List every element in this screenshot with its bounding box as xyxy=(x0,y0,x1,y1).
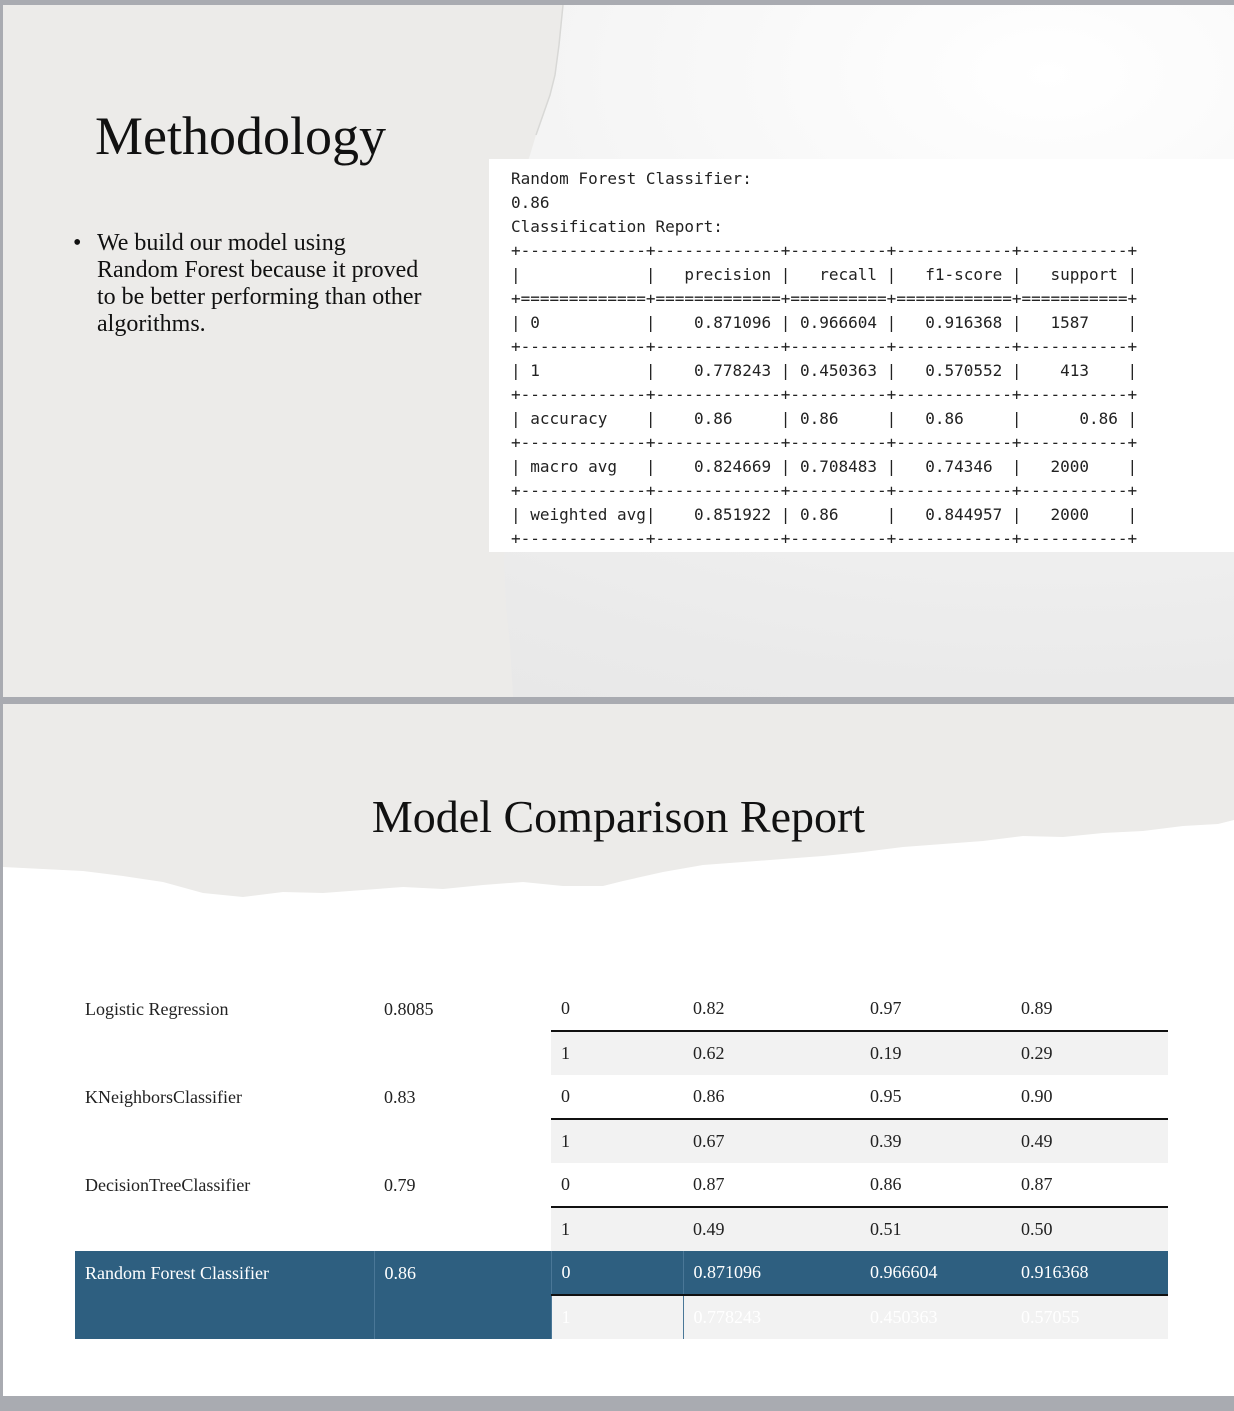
f1-score-cell: 0.90 xyxy=(1011,1075,1168,1120)
precision-cell: 0.49 xyxy=(683,1207,860,1251)
recall-cell: 0.51 xyxy=(860,1207,1011,1251)
model-name-cell: KNeighborsClassifier xyxy=(85,1086,242,1107)
class-cell: 1 xyxy=(551,1207,683,1251)
model-comparison-slide: Model Comparison Report Logistic Regress… xyxy=(3,704,1234,1396)
table-row: 1 0.778243 0.450363 0.57055 xyxy=(75,1295,1168,1339)
accuracy-cell: 0.79 xyxy=(384,1174,416,1195)
class-cell: 0 xyxy=(551,987,683,1032)
precision-cell: 0.871096 xyxy=(683,1251,860,1296)
precision-cell: 0.87 xyxy=(683,1163,860,1208)
class-cell: 1 xyxy=(551,1295,684,1339)
precision-cell: 0.82 xyxy=(683,987,860,1032)
recall-cell: 0.86 xyxy=(860,1163,1011,1208)
table-row: KNeighborsClassifier 0.83 0 0.86 0.95 0.90 xyxy=(75,1075,1168,1120)
f1-score-cell: 0.87 xyxy=(1011,1163,1168,1208)
model-name-cell: DecisionTreeClassifier xyxy=(85,1174,251,1195)
class-cell: 1 xyxy=(551,1119,683,1163)
model-comparison-table: Logistic Regression 0.8085 0 0.82 0.97 0.89 1 0… xyxy=(75,987,1168,1339)
f1-score-cell: 0.49 xyxy=(1011,1119,1168,1163)
model-name-cell xyxy=(75,1031,374,1075)
slide-title: Methodology xyxy=(95,106,386,166)
model-name-cell xyxy=(75,1119,374,1163)
f1-score-cell: 0.57055 xyxy=(1011,1295,1168,1339)
table-row: 1 0.62 0.19 0.29 xyxy=(75,1031,1168,1075)
accuracy-cell xyxy=(374,1031,551,1075)
model-name-cell: Logistic Regression xyxy=(85,998,229,1019)
class-cell: 0 xyxy=(551,1251,684,1296)
recall-cell: 0.966604 xyxy=(860,1251,1011,1296)
f1-score-cell: 0.89 xyxy=(1011,987,1168,1032)
f1-score-cell: 0.916368 xyxy=(1011,1251,1168,1296)
table-row: 1 0.49 0.51 0.50 xyxy=(75,1207,1168,1251)
classification-report-output: Random Forest Classifier: 0.86 Classific… xyxy=(489,159,1234,552)
table-row: Logistic Regression 0.8085 0 0.82 0.97 0.89 xyxy=(75,987,1168,1032)
precision-cell: 0.86 xyxy=(683,1075,860,1120)
accuracy-cell: 0.8085 xyxy=(384,998,434,1019)
precision-cell: 0.778243 xyxy=(683,1295,860,1339)
accuracy-cell xyxy=(374,1119,551,1163)
console-text: Random Forest Classifier: 0.86 Classific… xyxy=(511,169,1138,548)
recall-cell: 0.95 xyxy=(860,1075,1011,1120)
slide-title: Model Comparison Report xyxy=(371,791,866,842)
accuracy-cell: 0.86 xyxy=(374,1251,552,1295)
torn-paper-header-shape xyxy=(3,704,1234,897)
model-name-cell xyxy=(75,1295,375,1339)
class-cell: 1 xyxy=(551,1031,683,1075)
f1-score-cell: 0.50 xyxy=(1011,1207,1168,1251)
recall-cell: 0.19 xyxy=(860,1031,1011,1075)
accuracy-cell xyxy=(374,1295,552,1339)
class-cell: 0 xyxy=(551,1163,683,1208)
model-name-cell xyxy=(75,1207,374,1251)
bullet-list: • We build our model using Random Forest … xyxy=(73,230,433,338)
f1-score-cell: 0.29 xyxy=(1011,1031,1168,1075)
recall-cell: 0.97 xyxy=(860,987,1011,1032)
accuracy-cell: 0.83 xyxy=(384,1086,416,1107)
precision-cell: 0.62 xyxy=(683,1031,860,1075)
bullet-dot-icon: • xyxy=(73,230,82,256)
table-row: 1 0.67 0.39 0.49 xyxy=(75,1119,1168,1163)
table-row: DecisionTreeClassifier 0.79 0 0.87 0.86 0.87 xyxy=(75,1163,1168,1208)
bullet-text: We build our model using Random Forest b… xyxy=(97,230,422,337)
recall-cell: 0.450363 xyxy=(860,1295,1011,1339)
table-row: Random Forest Classifier 0.86 0 0.871096 0.9… xyxy=(75,1251,1168,1296)
class-cell: 0 xyxy=(551,1075,683,1120)
recall-cell: 0.39 xyxy=(860,1119,1011,1163)
methodology-slide: Methodology • We build our model using Ra… xyxy=(3,5,1234,697)
bullet-item: • We build our model using Random Forest … xyxy=(73,230,433,338)
torn-paper-shape xyxy=(3,5,564,697)
accuracy-cell xyxy=(374,1207,551,1251)
model-name-cell: Random Forest Classifier xyxy=(75,1251,375,1295)
precision-cell: 0.67 xyxy=(683,1119,860,1163)
